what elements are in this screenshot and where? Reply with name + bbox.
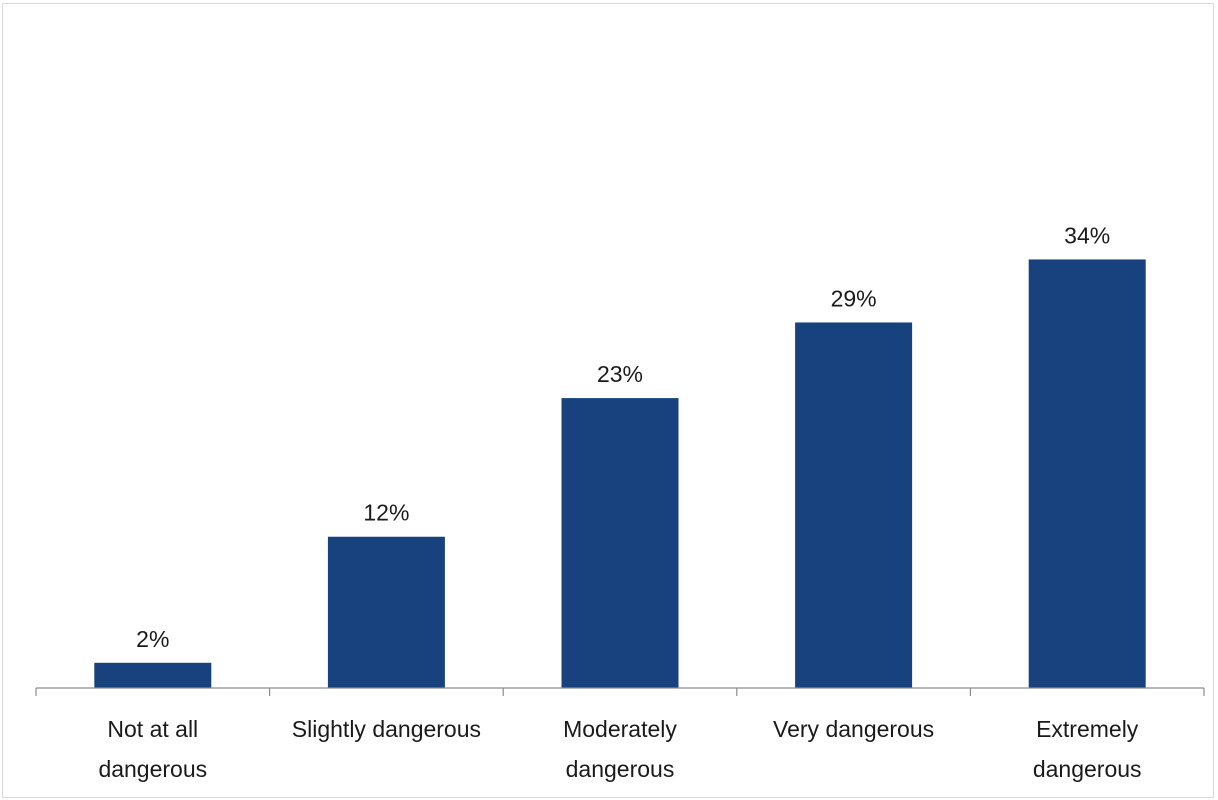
data-label: 34%: [1064, 222, 1110, 248]
chart-frame: [2, 3, 1214, 798]
bar: [94, 662, 212, 688]
bars-layer: [94, 259, 1146, 688]
bar: [795, 322, 913, 688]
data-label: 12%: [363, 500, 409, 526]
bar: [1028, 259, 1146, 688]
labels-layer: 2% Not at all dangerous 12% Slightly dangero…: [98, 222, 1141, 782]
category-label: Moderately: [563, 716, 677, 742]
category-label: dangerous: [1033, 756, 1142, 782]
category-label: Not at all: [107, 716, 198, 742]
data-label: 23%: [597, 361, 643, 387]
category-label: Slightly dangerous: [292, 716, 481, 742]
bar: [561, 398, 679, 688]
x-axis: [35, 687, 1205, 696]
category-label: Very dangerous: [773, 716, 934, 742]
data-label: 29%: [831, 285, 877, 311]
category-label: dangerous: [566, 756, 675, 782]
category-label: Extremely: [1036, 716, 1139, 742]
category-label: dangerous: [98, 756, 207, 782]
data-label: 2%: [136, 626, 169, 652]
bar: [327, 536, 445, 688]
